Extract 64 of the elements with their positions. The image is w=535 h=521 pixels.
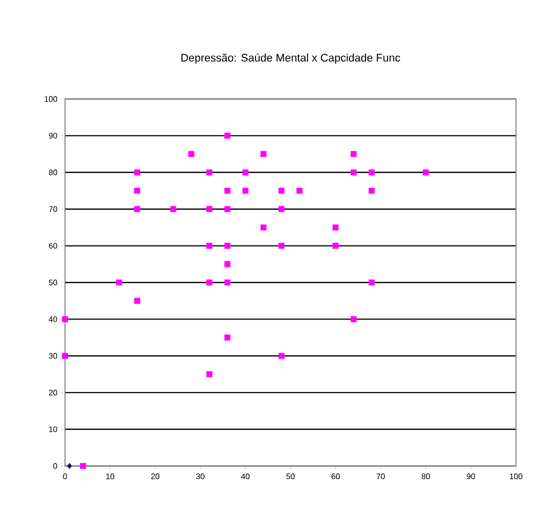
- point: [206, 371, 212, 378]
- point: [188, 151, 194, 158]
- point: [134, 206, 140, 212]
- point: [62, 316, 68, 322]
- x-tick-label: 0: [63, 474, 67, 480]
- chart-title: Depressão: Saúde Mental x Capcidade Func: [181, 53, 400, 64]
- point: [224, 206, 230, 212]
- point: [134, 169, 140, 176]
- x-tick-label: 100: [510, 474, 522, 480]
- x-tick-label: 50: [286, 474, 295, 480]
- point: [116, 279, 122, 286]
- point: [224, 132, 230, 139]
- point: [422, 169, 429, 176]
- x-tick-label: 90: [466, 474, 476, 480]
- point: [170, 206, 176, 212]
- y-tick-label: 60: [48, 242, 58, 249]
- point: [224, 242, 230, 249]
- point: [242, 169, 248, 176]
- x-tick-label: 20: [151, 474, 160, 480]
- point: [278, 188, 284, 194]
- point: [67, 462, 72, 469]
- point: [296, 188, 303, 194]
- point: [350, 169, 357, 176]
- point: [278, 352, 284, 359]
- point: [278, 206, 284, 212]
- point: [224, 188, 230, 194]
- point: [80, 462, 86, 469]
- point: [350, 151, 357, 158]
- point: [224, 279, 230, 286]
- y-tick-label: 10: [49, 426, 58, 432]
- point: [368, 279, 375, 286]
- y-tick-label: 30: [48, 353, 58, 359]
- point: [206, 279, 212, 286]
- point: [206, 206, 212, 212]
- x-tick-label: 70: [376, 474, 385, 480]
- x-tick-label: 10: [106, 474, 114, 480]
- point: [278, 242, 284, 249]
- point: [332, 224, 339, 230]
- point: [368, 188, 375, 194]
- y-tick-label: 20: [48, 390, 58, 396]
- point: [368, 169, 375, 176]
- y-tick-label: 80: [48, 170, 58, 176]
- x-tick-label: 30: [196, 474, 204, 480]
- y-tick-label: 50: [48, 280, 58, 286]
- x-tick-label: 80: [422, 474, 430, 480]
- point: [242, 188, 248, 194]
- y-tick-label: 90: [48, 132, 58, 139]
- x-tick-label: 60: [332, 474, 340, 480]
- point: [224, 261, 230, 268]
- point: [332, 242, 339, 249]
- y-tick-label: 100: [44, 96, 58, 102]
- point: [134, 298, 140, 304]
- point: [350, 316, 357, 322]
- point: [224, 334, 230, 341]
- x-tick-label: 40: [241, 474, 250, 480]
- point: [62, 352, 68, 359]
- point: [134, 188, 140, 194]
- y-tick-label: 0: [53, 463, 58, 469]
- point: [206, 242, 212, 249]
- point: [260, 151, 266, 158]
- y-tick-label: 40: [48, 316, 58, 322]
- y-tick-label: 70: [48, 206, 58, 212]
- point: [206, 169, 212, 176]
- point: [260, 224, 266, 230]
